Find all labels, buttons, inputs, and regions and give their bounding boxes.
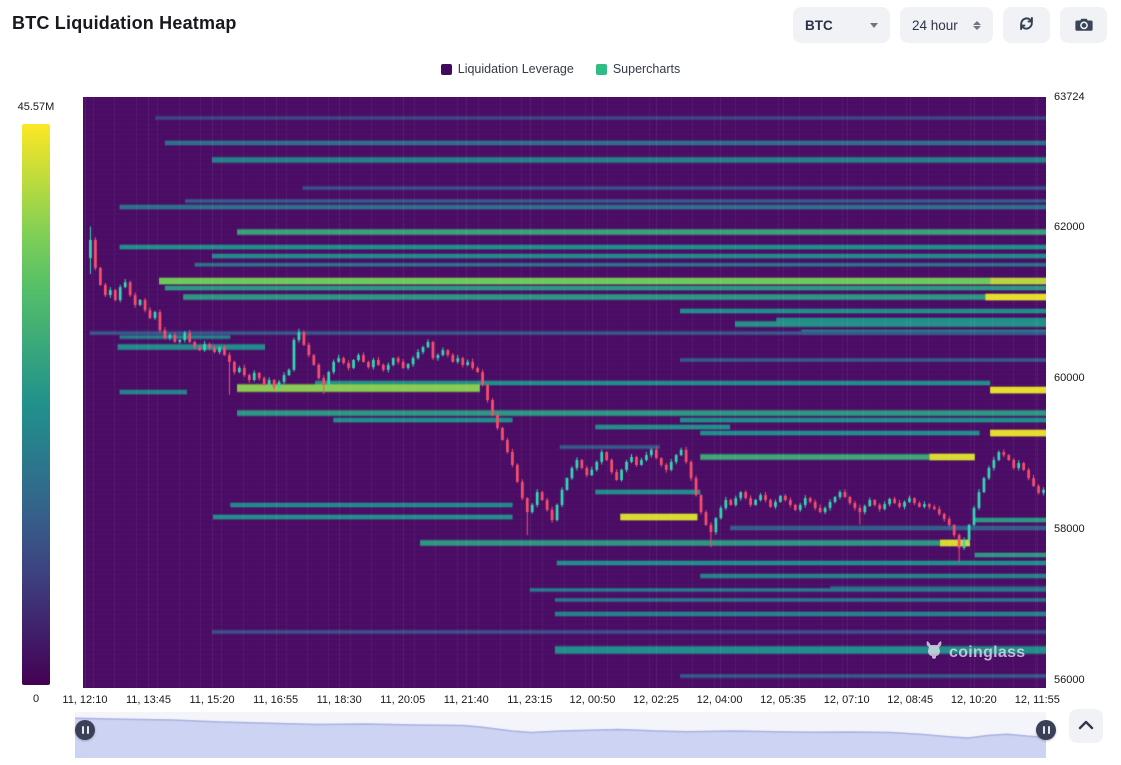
x-axis-label: 11, 23:15 bbox=[507, 694, 553, 706]
x-axis-label: 12, 04:00 bbox=[696, 694, 743, 706]
interval-select[interactable]: 24 hour bbox=[900, 7, 993, 43]
y-axis-label: 56000 bbox=[1054, 674, 1085, 687]
camera-icon bbox=[1074, 15, 1094, 36]
x-axis-label: 11, 15:20 bbox=[189, 694, 235, 706]
page-title: BTC Liquidation Heatmap bbox=[12, 13, 237, 33]
navigator-handle-left[interactable] bbox=[75, 720, 95, 740]
navigator-canvas[interactable] bbox=[75, 712, 1046, 758]
legend-item-supercharts[interactable]: Supercharts bbox=[595, 62, 681, 76]
x-axis-label: 12, 08:45 bbox=[887, 694, 934, 706]
legend-item-liquidation-leverage[interactable]: Liquidation Leverage bbox=[440, 62, 574, 76]
chart-legend: Liquidation Leverage Supercharts bbox=[0, 62, 1121, 76]
x-axis-label: 12, 11:55 bbox=[1014, 694, 1060, 706]
x-axis-label: 12, 05:35 bbox=[760, 694, 807, 706]
colorbar-min-label: 0 bbox=[32, 693, 40, 705]
x-axis-label: 12, 07:10 bbox=[823, 694, 870, 706]
navigator-handle-right[interactable] bbox=[1036, 720, 1056, 740]
refresh-button[interactable] bbox=[1003, 7, 1050, 43]
x-axis-label: 11, 20:05 bbox=[380, 694, 426, 706]
chevron-up-icon bbox=[1078, 717, 1094, 735]
y-axis-label: 60000 bbox=[1054, 372, 1085, 385]
y-axis-label: 62000 bbox=[1054, 221, 1085, 234]
heatmap-canvas[interactable] bbox=[83, 97, 1046, 688]
symbol-select-value: BTC bbox=[805, 17, 833, 33]
toolbar: BTC 24 hour bbox=[793, 7, 1107, 43]
stepper-icon bbox=[973, 20, 981, 30]
x-axis-label: 11, 16:55 bbox=[253, 694, 299, 706]
refresh-icon bbox=[1017, 14, 1036, 36]
x-axis-label: 12, 00:50 bbox=[569, 694, 616, 706]
symbol-select[interactable]: BTC bbox=[793, 7, 890, 43]
x-axis-label: 11, 13:45 bbox=[125, 694, 171, 706]
chevron-down-icon bbox=[870, 22, 878, 28]
y-axis-label: 63724 bbox=[1054, 91, 1085, 103]
colorbar-gradient bbox=[22, 124, 50, 685]
legend-swatch-green bbox=[595, 63, 607, 75]
x-axis-label: 11, 18:30 bbox=[316, 694, 362, 706]
x-axis-label: 11, 21:40 bbox=[443, 694, 489, 706]
x-axis-label: 12, 10:20 bbox=[950, 694, 997, 706]
colorbar-max-label: 45.57M bbox=[17, 101, 55, 113]
legend-label: Supercharts bbox=[612, 62, 681, 76]
x-axis-label: 11, 12:10 bbox=[62, 694, 108, 706]
collapse-navigator-button[interactable] bbox=[1069, 709, 1103, 743]
x-axis-label: 12, 02:25 bbox=[633, 694, 679, 706]
y-axis-label: 58000 bbox=[1054, 523, 1085, 536]
screenshot-button[interactable] bbox=[1060, 7, 1107, 43]
legend-swatch-purple bbox=[440, 63, 452, 75]
interval-select-value: 24 hour bbox=[912, 17, 958, 33]
legend-label: Liquidation Leverage bbox=[457, 62, 574, 76]
